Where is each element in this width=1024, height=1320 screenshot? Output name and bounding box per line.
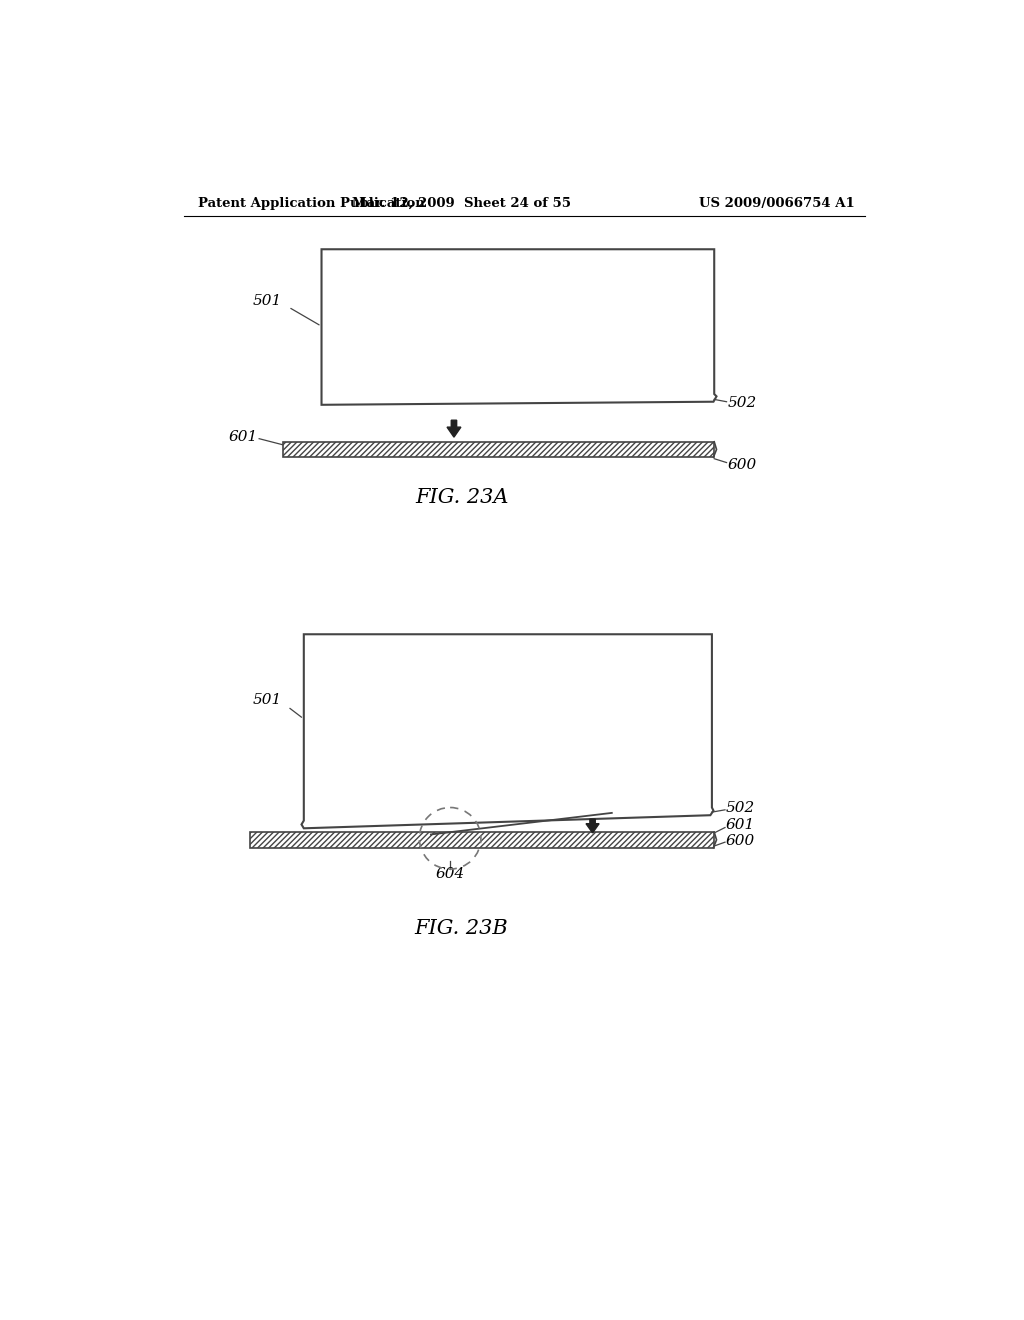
Text: US 2009/0066754 A1: US 2009/0066754 A1 — [698, 197, 854, 210]
Text: 600: 600 — [726, 834, 755, 847]
Bar — [283, 442, 714, 457]
FancyArrow shape — [586, 818, 599, 833]
Text: 502: 502 — [726, 800, 755, 814]
Text: Patent Application Publication: Patent Application Publication — [199, 197, 425, 210]
Text: 501: 501 — [252, 294, 282, 308]
Text: 600: 600 — [727, 458, 757, 471]
Text: 604: 604 — [435, 867, 465, 882]
Text: 601: 601 — [726, 818, 755, 832]
Text: 502: 502 — [727, 396, 757, 411]
Text: FIG. 23A: FIG. 23A — [415, 487, 508, 507]
Polygon shape — [301, 635, 714, 829]
FancyArrow shape — [447, 420, 461, 437]
Text: Mar. 12, 2009  Sheet 24 of 55: Mar. 12, 2009 Sheet 24 of 55 — [352, 197, 571, 210]
Text: 501: 501 — [252, 693, 282, 706]
Bar — [250, 832, 714, 847]
Text: 601: 601 — [228, 430, 258, 444]
Polygon shape — [322, 249, 717, 405]
Text: FIG. 23B: FIG. 23B — [415, 919, 509, 939]
